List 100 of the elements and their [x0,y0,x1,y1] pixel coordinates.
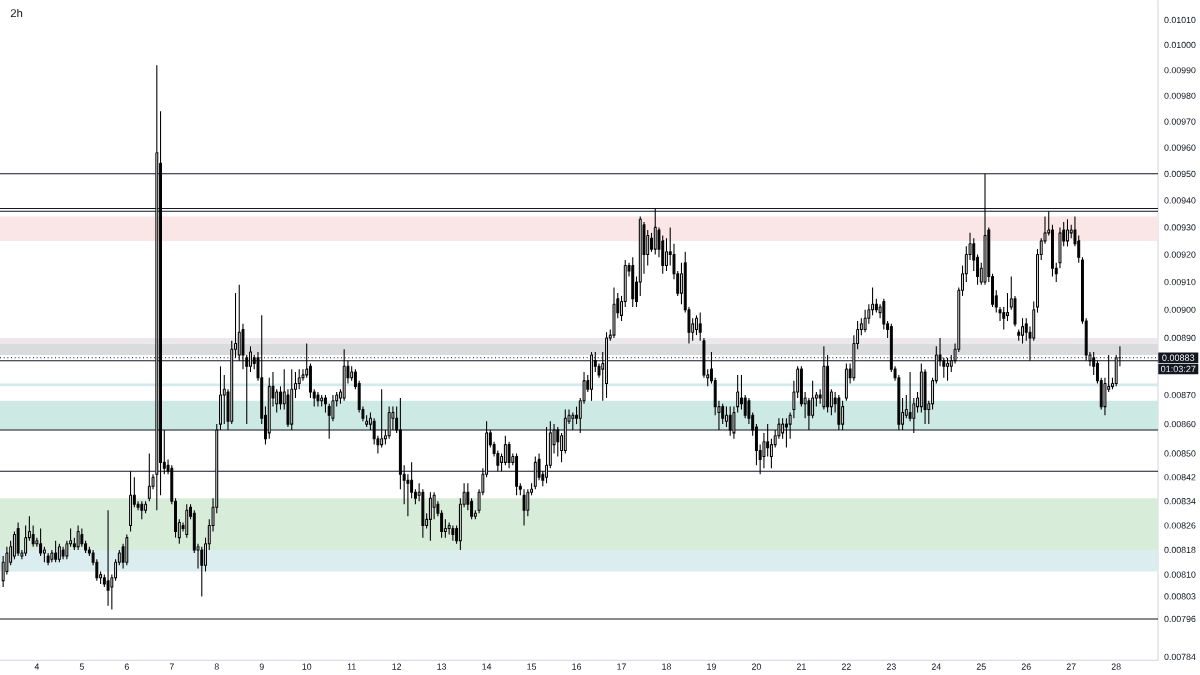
x-tick-label: 10 [302,663,312,670]
y-tick-label: 0.00834 [1164,498,1196,505]
x-tick-label: 14 [482,663,492,670]
x-tick-label: 18 [662,663,671,670]
candlestick [863,309,867,333]
y-tick-label: 0.00910 [1164,278,1196,286]
candlestick [732,406,736,440]
candlestick [983,173,987,286]
candlestick [76,524,80,551]
y-tick-label: 0.00842 [1164,474,1196,481]
x-tick-label: 6 [124,663,129,670]
candlestick [46,552,50,566]
candlestick [762,432,766,469]
candlestick [695,314,698,336]
y-tick-label: 0.00796 [1164,615,1196,623]
candlestick [837,394,841,431]
x-tick-label: 28 [1111,663,1121,670]
x-tick-label: 17 [617,663,626,670]
x-tick-label: 4 [34,663,40,670]
candlestick [16,521,20,557]
candlestick [372,417,376,446]
candlestick [1017,328,1021,342]
candlestick [702,337,706,379]
candlestick [155,64,159,511]
candlestick [65,540,69,560]
candlestick [432,491,436,520]
y-tick-label: 0.00920 [1164,251,1196,258]
y-tick-label: 0.01010 [1164,16,1196,24]
x-tick-label: 27 [1066,663,1076,670]
y-tick-label: 0.00870 [1164,391,1196,399]
candlestick [822,345,826,411]
candlestick [1013,295,1017,328]
candlestick [788,411,792,440]
candlestick [342,348,346,402]
text: 01:03:27 [1160,365,1196,373]
candlestick [301,368,305,382]
y-tick-label: 0.00803 [1164,593,1196,600]
y-tick-label: 0.00810 [1164,571,1196,578]
candlestick [1058,226,1062,269]
candlestick [316,391,320,408]
x-tick-label: 16 [572,663,582,670]
candlestick [406,473,410,517]
y-tick-label: 0.00930 [1164,224,1196,231]
y-tick-label: 0.00990 [1164,67,1196,74]
candlestick [653,208,657,256]
x-tick-label: 7 [169,663,174,670]
x-tick-label: 15 [527,663,537,670]
ref-line-label: 0.00883 [1162,354,1195,361]
candlestick [440,509,444,539]
candlestick [545,426,549,484]
candlestick [140,500,144,520]
x-tick-label: 23 [886,663,896,670]
candlestick [398,397,402,490]
candlestick [147,452,151,502]
candlestick [290,368,294,431]
y-tick-label: 0.00940 [1164,197,1196,204]
x-tick-label: 20 [751,663,761,670]
y-tick-label: 0.00900 [1164,306,1196,313]
candlestick [533,455,537,490]
candlestick [522,488,526,527]
candlestick [308,362,312,399]
candlestick [159,110,163,496]
candlestick [144,500,148,514]
candlestick [222,374,226,425]
candlestick [219,365,222,431]
text: 2h [10,8,23,18]
candlestick [286,388,290,428]
x-tick-label: 5 [79,663,84,670]
candlestick [31,524,35,548]
x-tick-label: 21 [796,663,806,670]
candlestick [1006,292,1009,322]
y-tick-label: 0.00818 [1164,546,1196,554]
y-tick-label: 0.00850 [1164,450,1196,457]
candlestick [428,491,432,542]
y-tick-label: 0.01000 [1164,41,1196,49]
y-tick-label: 0.00980 [1164,92,1196,99]
candlestick [61,546,65,560]
candlestick [515,452,519,496]
candlestick [129,470,133,533]
candlestick [1,555,5,588]
x-tick-label: 22 [841,663,851,670]
candlestick [571,411,575,431]
x-tick-label: 11 [347,663,356,670]
y-tick-label: 0.00860 [1164,420,1196,428]
candlestick [807,397,811,431]
candlestick [923,368,927,425]
candlestick [421,488,425,539]
y-tick-label: 0.00950 [1164,170,1196,177]
y-tick-label: 0.00960 [1164,144,1196,151]
x-tick-label: 26 [1021,663,1031,670]
x-tick-label: 9 [259,663,264,670]
x-tick-label: 13 [437,663,447,670]
x-tick-label: 24 [931,663,941,670]
y-tick-label: 0.00890 [1164,334,1196,342]
candlestick [387,406,391,440]
candlestick [612,287,616,339]
candlestick [106,509,110,607]
x-tick-label: 25 [976,663,986,670]
candlestick [451,524,455,542]
candlestick [447,521,451,536]
